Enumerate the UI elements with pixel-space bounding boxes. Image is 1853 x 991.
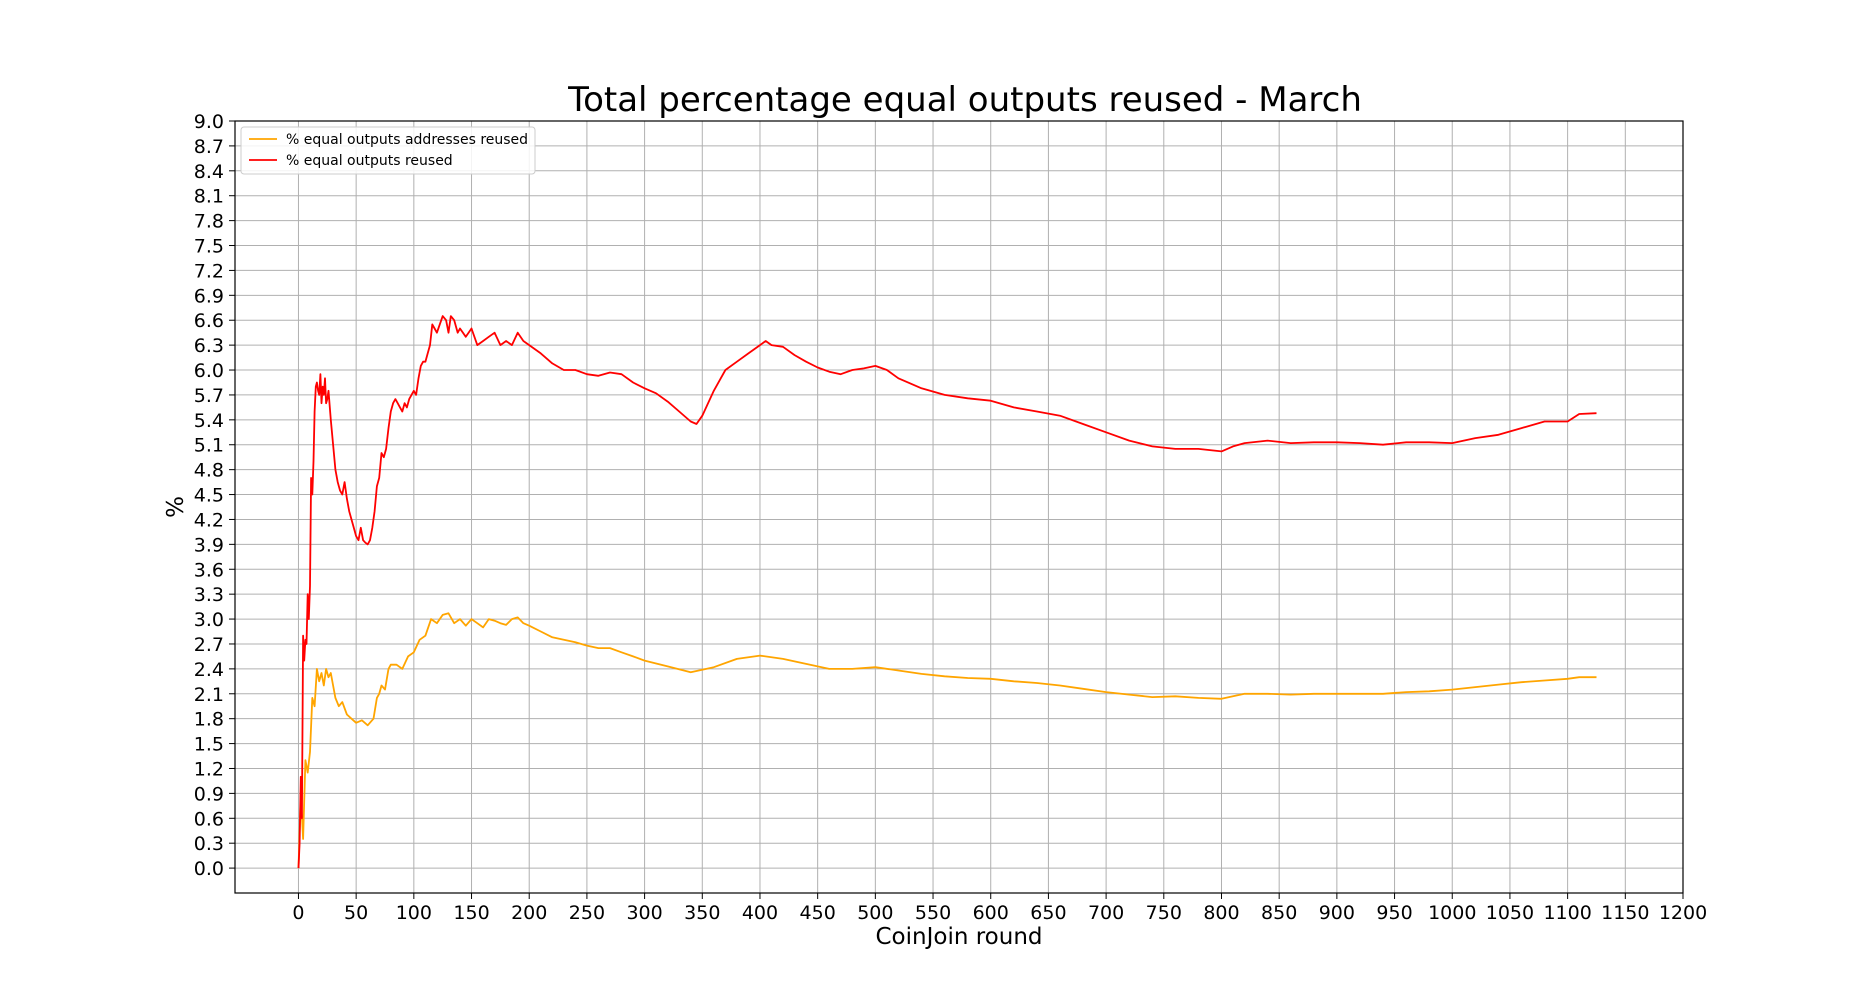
x-tick-label: 250 bbox=[569, 902, 605, 924]
y-tick-label: 2.7 bbox=[194, 634, 224, 656]
x-tick-label: 550 bbox=[915, 902, 951, 924]
chart-title: Total percentage equal outputs reused - … bbox=[567, 80, 1362, 120]
y-tick-label: 1.5 bbox=[194, 734, 224, 756]
x-tick-label: 1100 bbox=[1543, 902, 1591, 924]
y-tick-label: 6.3 bbox=[194, 335, 224, 357]
x-tick-label: 450 bbox=[800, 902, 836, 924]
x-tick-label: 1000 bbox=[1428, 902, 1476, 924]
y-tick-label: 6.0 bbox=[194, 360, 224, 382]
x-tick-label: 350 bbox=[684, 902, 720, 924]
y-tick-label: 4.5 bbox=[194, 485, 224, 507]
y-tick-label: 8.4 bbox=[194, 161, 224, 183]
plot-frame bbox=[234, 120, 1684, 894]
x-tick-label: 100 bbox=[396, 902, 432, 924]
x-tick-label: 650 bbox=[1030, 902, 1066, 924]
y-tick-label: 8.1 bbox=[194, 186, 224, 208]
x-tick-label: 150 bbox=[453, 902, 489, 924]
y-tick-label: 4.2 bbox=[194, 509, 224, 531]
y-tick-label: 0.0 bbox=[194, 858, 224, 880]
x-axis: 0 50 100 150 200 250 300 350 400 450 500 550 600 650 7… bbox=[292, 893, 1707, 924]
x-tick-label: 800 bbox=[1203, 902, 1239, 924]
legend: % equal outputs addresses reused % equal… bbox=[240, 126, 536, 175]
series-line-addresses-reused bbox=[297, 612, 1597, 869]
y-tick-label: 3.9 bbox=[194, 534, 224, 556]
y-tick-label: 3.0 bbox=[194, 609, 224, 631]
y-tick-label: 4.8 bbox=[194, 460, 224, 482]
x-tick-label: 400 bbox=[742, 902, 778, 924]
y-tick-label: 7.8 bbox=[194, 211, 224, 233]
y-tick-label: 0.3 bbox=[194, 833, 224, 855]
x-tick-label: 1150 bbox=[1601, 902, 1649, 924]
y-tick-label: 3.3 bbox=[194, 584, 224, 606]
x-tick-label: 1200 bbox=[1659, 902, 1707, 924]
y-tick-label: 6.6 bbox=[194, 310, 224, 332]
legend-entry-addresses-reused: % equal outputs addresses reused bbox=[286, 132, 528, 148]
y-tick-label: 5.7 bbox=[194, 385, 224, 407]
series-layer bbox=[297, 315, 1597, 869]
x-tick-label: 50 bbox=[344, 902, 368, 924]
y-tick-label: 0.9 bbox=[194, 783, 224, 805]
y-axis: 0.0 0.3 0.6 0.9 1.21.5 1.8 2.1 2.4 2.7 3.0 3.3 3.6 3… bbox=[194, 111, 235, 880]
y-tick-label: 3.6 bbox=[194, 559, 224, 581]
x-tick-label: 700 bbox=[1088, 902, 1124, 924]
x-tick-label: 500 bbox=[857, 902, 893, 924]
y-tick-label: 9.0 bbox=[194, 111, 224, 133]
legend-entry-outputs-reused: % equal outputs reused bbox=[286, 153, 453, 169]
y-tick-label: 7.5 bbox=[194, 236, 224, 258]
x-axis-label: CoinJoin round bbox=[875, 924, 1042, 950]
y-tick-label: 8.7 bbox=[194, 136, 224, 158]
y-tick-label: 2.4 bbox=[194, 659, 224, 681]
legend-box bbox=[240, 126, 536, 175]
y-tick-label: 6.9 bbox=[194, 285, 224, 307]
x-tick-label: 1050 bbox=[1486, 902, 1534, 924]
y-tick-label: 5.4 bbox=[194, 410, 224, 432]
x-tick-label: 0 bbox=[292, 902, 304, 924]
x-tick-label: 850 bbox=[1261, 902, 1297, 924]
grid bbox=[235, 120, 1684, 893]
y-tick-label: 5.1 bbox=[194, 435, 224, 457]
y-axis-label: % bbox=[163, 496, 189, 518]
x-tick-label: 300 bbox=[626, 902, 662, 924]
series-line-outputs-reused bbox=[297, 315, 1597, 869]
y-tick-label: 2.1 bbox=[194, 684, 224, 706]
y-tick-label: 1.8 bbox=[194, 709, 224, 731]
y-tick-label: 1.2 bbox=[194, 758, 224, 780]
x-tick-label: 200 bbox=[511, 902, 547, 924]
x-tick-label: 750 bbox=[1146, 902, 1182, 924]
x-tick-label: 600 bbox=[973, 902, 1009, 924]
y-tick-label: 0.6 bbox=[194, 808, 224, 830]
y-tick-label: 7.2 bbox=[194, 260, 224, 282]
x-tick-label: 900 bbox=[1319, 902, 1355, 924]
x-tick-label: 950 bbox=[1376, 902, 1412, 924]
